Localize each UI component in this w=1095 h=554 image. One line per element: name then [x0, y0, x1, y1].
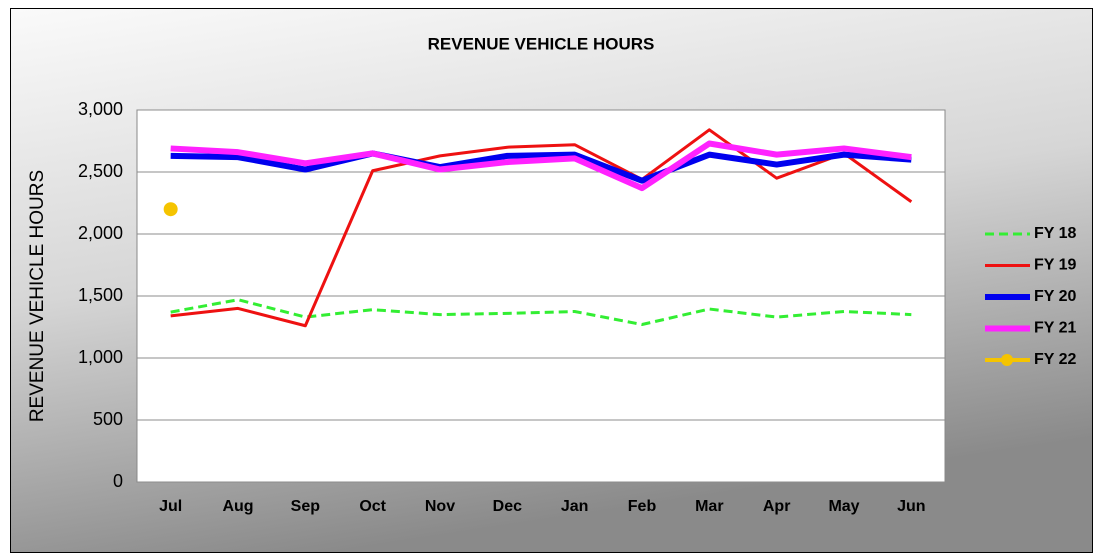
x-tick-label: May [828, 498, 859, 515]
y-axis-title: REVENUE VEHICLE HOURS [27, 170, 48, 422]
x-tick-label: Jan [561, 498, 589, 515]
x-tick-label: Apr [763, 498, 791, 515]
y-tick-label: 500 [93, 409, 123, 429]
y-tick-label: 0 [113, 471, 123, 491]
legend-label: FY 20 [1034, 288, 1077, 305]
x-tick-label: Mar [695, 498, 723, 515]
series-line [170, 298, 912, 327]
y-tick-label: 2,500 [78, 161, 123, 181]
legend-label: FY 18 [1034, 225, 1077, 242]
series-line [170, 140, 912, 192]
y-tick-label: 3,000 [78, 99, 123, 119]
y-tick-label: 1,000 [78, 347, 123, 367]
chart-title: REVENUE VEHICLE HOURS [428, 34, 655, 53]
y-tick-label: 1,500 [78, 285, 123, 305]
x-tick-label: Oct [359, 498, 386, 515]
x-tick-label: Dec [493, 498, 522, 515]
series-marker [163, 202, 178, 217]
x-tick-label: Aug [222, 498, 253, 515]
series-line [170, 128, 913, 328]
legend-label: FY 19 [1034, 257, 1077, 274]
legend-label: FY 21 [1034, 320, 1077, 337]
y-tick-label: 2,000 [78, 223, 123, 243]
series-line [170, 150, 912, 184]
x-tick-label: Jun [897, 498, 925, 515]
legend-marker [1001, 354, 1013, 366]
x-tick-label: Feb [628, 498, 657, 515]
legend-label: FY 22 [1034, 351, 1077, 368]
x-tick-label: Jul [159, 498, 182, 515]
x-tick-label: Nov [425, 498, 455, 515]
x-tick-label: Sep [291, 498, 321, 515]
